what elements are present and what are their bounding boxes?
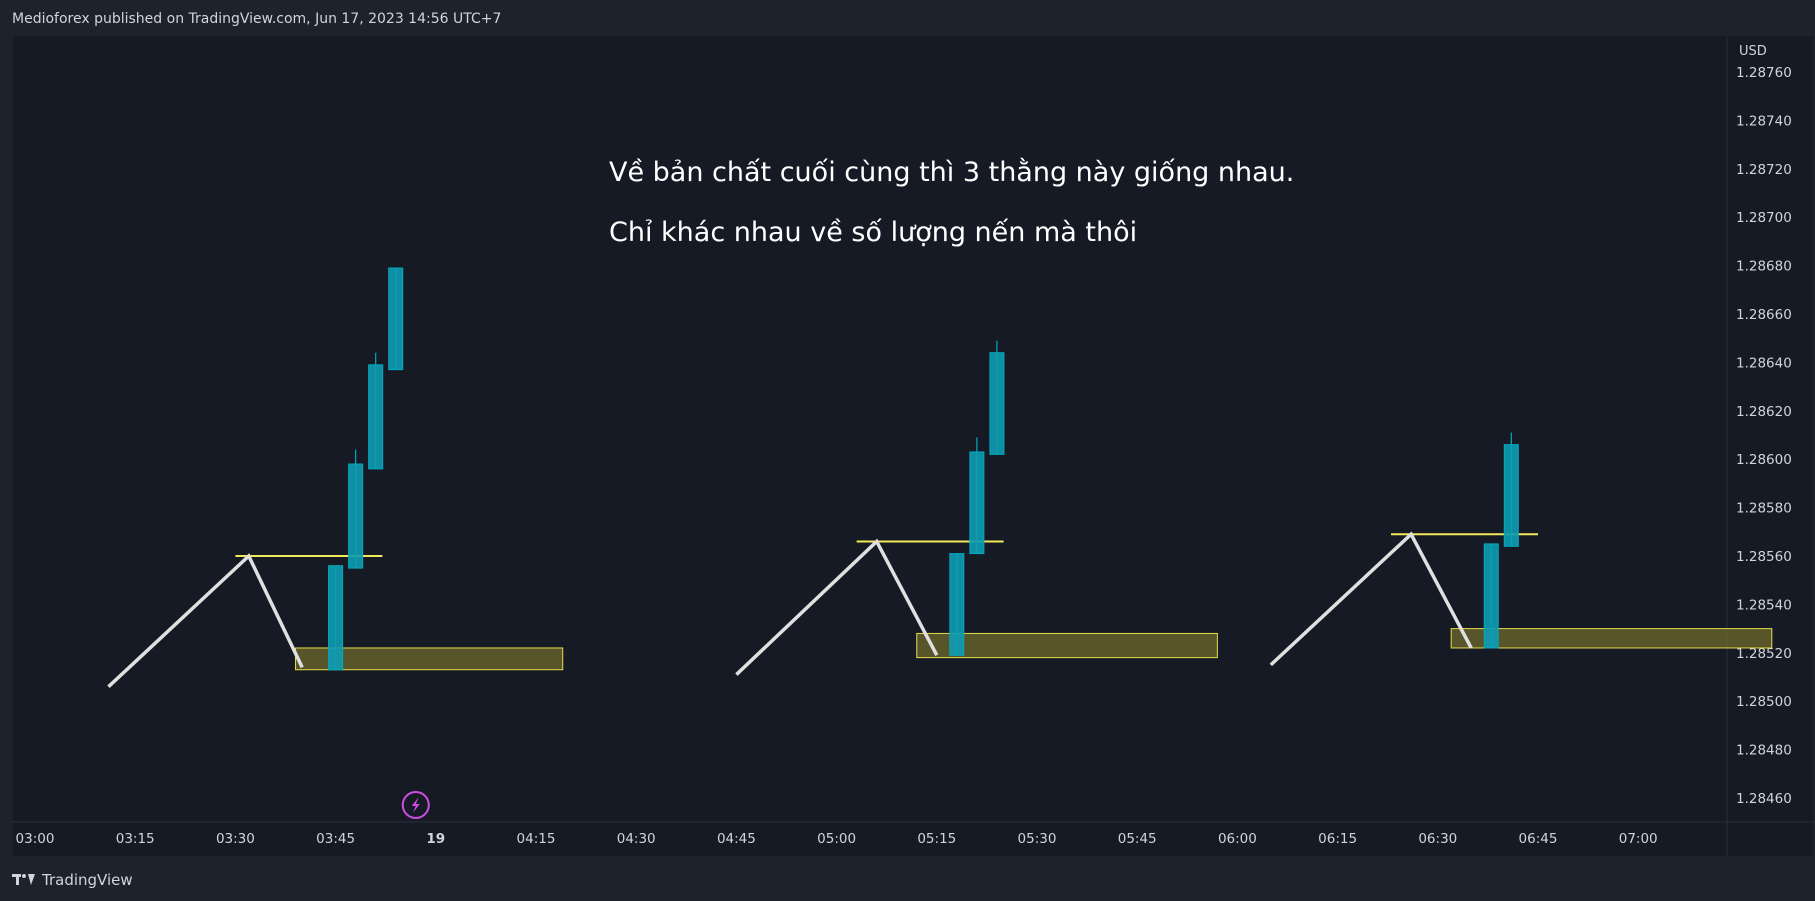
y-tick-label: 1.28500 (1736, 694, 1792, 710)
x-tick-label: 06:00 (1218, 831, 1257, 847)
y-tick-label: 1.28480 (1736, 743, 1792, 759)
x-tick-label: 04:15 (517, 831, 556, 847)
demand-zone[interactable] (1450, 628, 1773, 649)
y-tick-label: 1.28740 (1736, 113, 1792, 129)
x-tick-label: 05:45 (1118, 831, 1157, 847)
x-tick-label: 06:30 (1418, 831, 1457, 847)
y-tick-label: 1.28760 (1736, 65, 1792, 81)
tradingview-logo-icon (12, 873, 35, 885)
candlestick-chart[interactable]: USD 1.28760 1.28740 1.28720 1.28700 1.28680 1.… (0, 0, 1815, 858)
lightning-icon-glyph (411, 797, 420, 813)
lightning-icon[interactable] (401, 791, 430, 819)
x-tick-label: 03:30 (216, 831, 255, 847)
zigzag-line[interactable] (735, 538, 939, 676)
annotation-text: Về bản chất cuối cùng thì 3 thằng này gi… (609, 157, 1294, 188)
x-tick-label: 03:45 (316, 831, 355, 847)
candle[interactable] (969, 451, 985, 555)
candle[interactable] (1503, 444, 1519, 547)
publisher-text: Medioforex published on TradingView.com,… (12, 11, 502, 27)
x-tick-label: 03:15 (116, 831, 155, 847)
zigzag-line[interactable] (107, 553, 304, 688)
y-tick-label: 1.28600 (1736, 452, 1792, 468)
header-bar: Medioforex published on TradingView.com,… (0, 0, 1815, 36)
y-tick-label: 1.28720 (1736, 162, 1792, 178)
currency-label: USD (1739, 44, 1767, 59)
brand[interactable]: TradingView (0, 871, 133, 889)
x-tick-label: 07:00 (1619, 831, 1658, 847)
x-tick-label: 04:45 (717, 831, 756, 847)
candle[interactable] (949, 553, 965, 656)
y-tick-label: 1.28560 (1736, 549, 1792, 565)
x-tick-label: 06:45 (1519, 831, 1558, 847)
x-tick-label: 19 (426, 831, 445, 847)
x-tick-label: 05:15 (917, 831, 956, 847)
y-tick-label: 1.28460 (1736, 791, 1792, 807)
zigzag-line[interactable] (1269, 531, 1473, 667)
candle[interactable] (989, 352, 1005, 455)
brand-label: TradingView (42, 870, 133, 889)
y-tick-label: 1.28680 (1736, 259, 1792, 275)
x-tick-label: 06:15 (1318, 831, 1357, 847)
candle[interactable] (388, 267, 404, 371)
y-tick-label: 1.28660 (1736, 307, 1792, 323)
candle[interactable] (328, 565, 344, 671)
x-tick-label: 05:00 (817, 831, 856, 847)
candle[interactable] (348, 463, 364, 569)
y-tick-label: 1.28620 (1736, 404, 1792, 420)
footer-bar: TradingView (0, 858, 1815, 901)
annotation-text: Chỉ khác nhau về số lượng nến mà thôi (609, 217, 1137, 248)
x-tick-label: 05:30 (1018, 831, 1057, 847)
candle[interactable] (1483, 543, 1499, 649)
y-tick-label: 1.28580 (1736, 501, 1792, 517)
y-tick-label: 1.28640 (1736, 355, 1792, 371)
x-tick-label: 04:30 (617, 831, 656, 847)
candle[interactable] (368, 364, 384, 470)
demand-zone[interactable] (295, 647, 564, 671)
x-tick-label: 03:00 (16, 831, 55, 847)
y-tick-label: 1.28520 (1736, 646, 1792, 662)
demand-zone[interactable] (916, 632, 1218, 659)
y-tick-label: 1.28540 (1736, 597, 1792, 613)
y-tick-label: 1.28700 (1736, 210, 1792, 226)
